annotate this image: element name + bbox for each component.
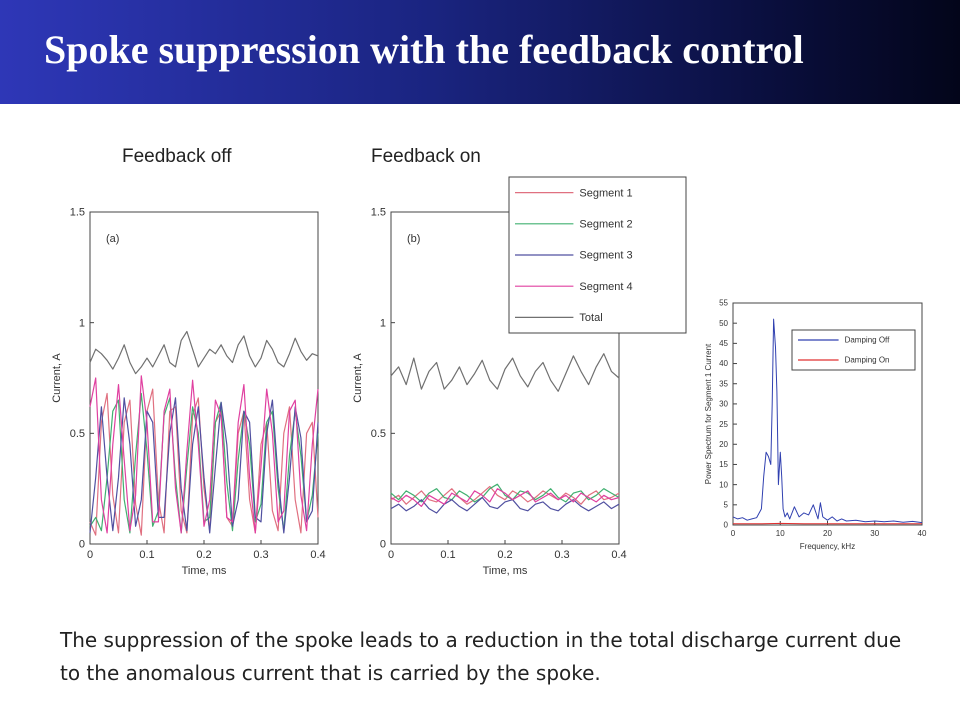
series-line-segment-1 [390, 485, 620, 505]
series-line-segment-3 [390, 496, 620, 514]
x-tick-label: 0.1 [139, 549, 154, 561]
y-tick-label: 15 [719, 460, 728, 469]
legend-label-segment-3: Segment 3 [579, 250, 632, 262]
y-tick-label: 20 [719, 440, 728, 449]
y-tick-label: 5 [724, 500, 729, 509]
legend-label-segment-2: Segment 2 [579, 218, 632, 230]
y-tick-label: 10 [719, 480, 728, 489]
y-tick-label: 40 [719, 359, 728, 368]
legend-label-damping-off: Damping Off [845, 336, 891, 345]
x-tick-label: 0.4 [611, 549, 626, 561]
x-tick-label: 40 [918, 529, 927, 538]
x-tick-label: 20 [823, 529, 832, 538]
y-tick-label: 0 [724, 521, 729, 530]
feedback-on-label: Feedback on [371, 146, 481, 167]
y-axis-label: Current, A [51, 353, 63, 403]
x-tick-label: 30 [870, 529, 879, 538]
y-tick-label: 45 [719, 339, 728, 348]
series-line-segment-4 [390, 488, 620, 507]
y-tick-label: 1 [380, 317, 386, 329]
y-tick-label: 0 [380, 539, 386, 551]
x-tick-label: 0 [388, 549, 394, 561]
legend-label-damping-on: Damping On [845, 356, 890, 365]
x-tick-label: 10 [776, 529, 785, 538]
x-tick-label: 0.3 [554, 549, 569, 561]
y-tick-label: 35 [719, 379, 728, 388]
y-tick-label: 0 [79, 539, 85, 551]
series-line-total [89, 330, 319, 375]
y-tick-label: 0.5 [371, 428, 386, 440]
y-axis-label: Current, A [352, 353, 364, 403]
series-line-segment-3 [89, 397, 319, 534]
panel-label: (b) [407, 233, 420, 245]
series-line-total [390, 353, 620, 392]
series-line-segment-2 [390, 483, 620, 503]
y-tick-label: 1.5 [371, 207, 386, 219]
panel-label: (a) [106, 233, 119, 245]
y-tick-label: 30 [719, 400, 728, 409]
y-axis-label: Power Spectrum for Segment 1 Current [704, 343, 713, 484]
x-tick-label: 0.1 [440, 549, 455, 561]
y-tick-label: 50 [719, 319, 728, 328]
y-tick-label: 0.5 [70, 428, 85, 440]
legend-label-segment-1: Segment 1 [579, 187, 632, 199]
series-line-segment-4 [89, 375, 319, 534]
y-tick-label: 1.5 [70, 207, 85, 219]
x-tick-label: 0.2 [497, 549, 512, 561]
y-tick-label: 55 [719, 299, 728, 308]
y-tick-label: 1 [79, 317, 85, 329]
legend-label-total: Total [579, 312, 602, 324]
x-tick-label: 0.3 [253, 549, 268, 561]
x-tick-label: 0 [87, 549, 93, 561]
x-axis-label: Time, ms [483, 565, 528, 577]
legend-box [791, 329, 916, 371]
series-line-damping-off [732, 318, 923, 524]
legend-label-segment-4: Segment 4 [579, 281, 632, 293]
x-tick-label: 0.2 [196, 549, 211, 561]
x-axis-label: Frequency, kHz [800, 542, 855, 551]
feedback-off-label: Feedback off [122, 146, 232, 167]
slide-title: Spoke suppression with the feedback cont… [44, 27, 804, 72]
y-tick-label: 25 [719, 420, 728, 429]
slide-caption: The suppression of the spoke leads to a … [60, 628, 902, 685]
x-tick-label: 0.4 [310, 549, 325, 561]
title-banner: Spoke suppression with the feedback cont… [0, 0, 960, 104]
x-axis-label: Time, ms [182, 565, 227, 577]
x-tick-label: 0 [731, 529, 736, 538]
